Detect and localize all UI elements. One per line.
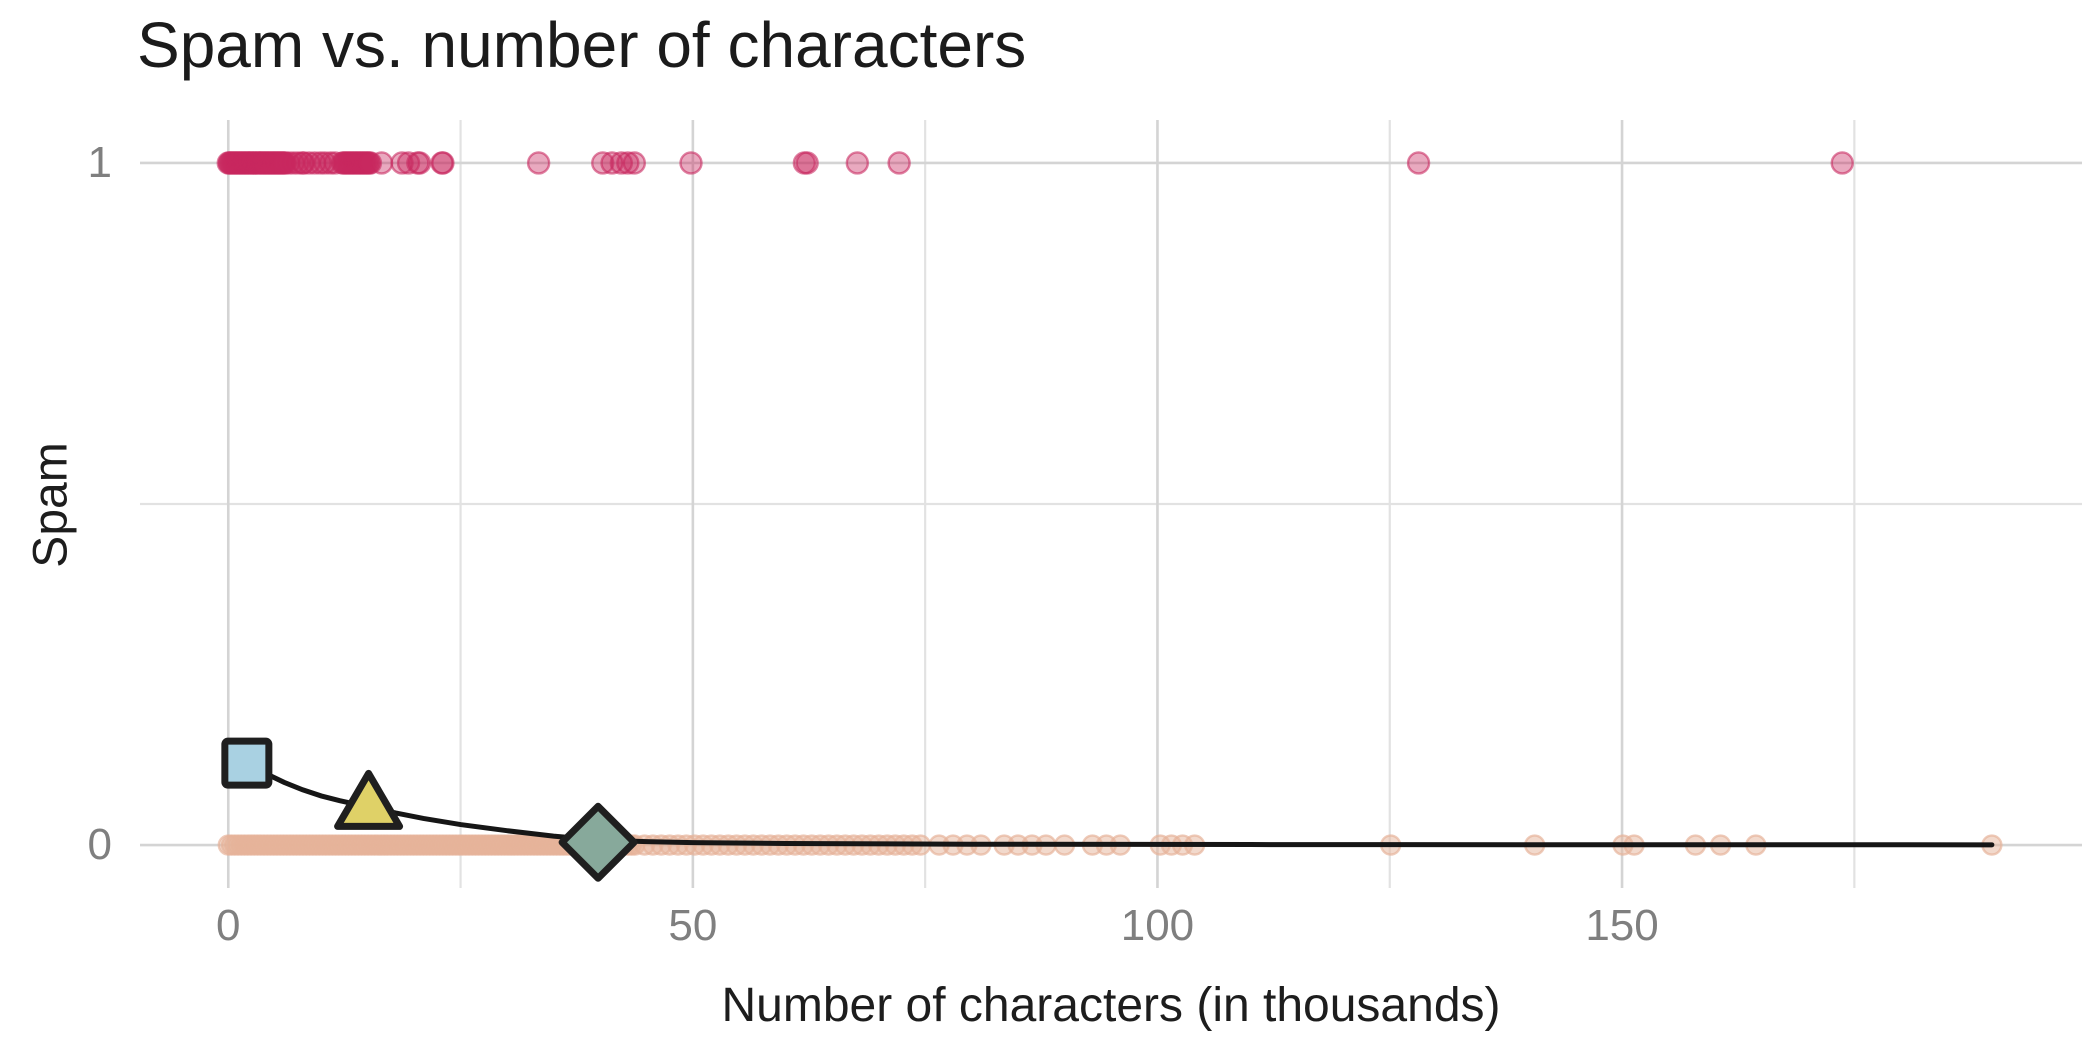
marker-diamond [558, 802, 638, 882]
spam-1-points [216, 151, 1854, 175]
x-tick-label-0: 0 [216, 901, 241, 950]
marker-triangle [334, 769, 404, 830]
x-axis-label: Number of characters (in thousands) [721, 979, 1501, 1032]
chart-title: Spam vs. number of characters [137, 9, 1027, 81]
y-tick-label-0: 0 [87, 820, 112, 870]
x-tick-label-50: 50 [668, 901, 718, 950]
y-axis-label: Spam [24, 442, 78, 568]
gridlines-minor [140, 120, 2082, 888]
spam-0-points [217, 834, 2003, 856]
fit-curve [239, 755, 1995, 848]
x-tick-label-100: 100 [1120, 901, 1195, 950]
y-tick-label-1: 1 [87, 137, 112, 187]
x-tick-label-150: 150 [1585, 901, 1659, 950]
marker-square [221, 737, 273, 789]
